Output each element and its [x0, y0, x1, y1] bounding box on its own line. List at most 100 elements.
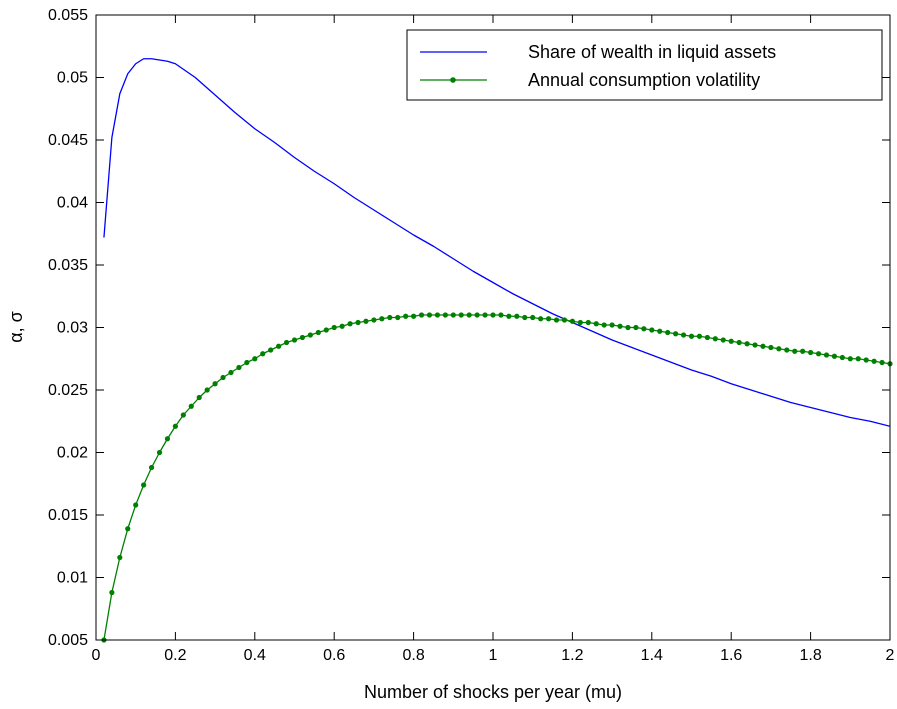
data-point: [847, 356, 853, 362]
y-tick-label: 0.055: [48, 7, 88, 24]
legend-box: [406, 29, 883, 101]
data-point: [299, 334, 306, 341]
data-point: [395, 314, 401, 321]
series-line-1: [103, 314, 891, 641]
data-point: [156, 449, 163, 456]
y-tick-label: 0.04: [57, 195, 88, 212]
data-point: [474, 312, 480, 318]
legend: Share of wealth in liquid assets Annual …: [406, 29, 883, 101]
data-point: [442, 312, 448, 318]
data-point: [712, 336, 718, 342]
data-point: [617, 323, 623, 329]
data-point: [387, 314, 393, 321]
data-point: [553, 317, 560, 323]
x-tick-label: 1.6: [720, 647, 742, 664]
data-point: [530, 314, 536, 321]
data-point: [164, 436, 171, 442]
x-tick-label: 0.2: [164, 647, 186, 664]
x-tick-label: 2: [886, 647, 895, 664]
data-point: [339, 323, 345, 329]
series-layer: [101, 58, 893, 643]
data-point: [411, 313, 417, 319]
data-point: [363, 318, 369, 324]
data-point: [291, 337, 298, 343]
data-point: [141, 482, 147, 488]
data-point: [379, 316, 385, 322]
data-point: [458, 312, 464, 318]
data-point: [196, 394, 202, 401]
data-point: [609, 322, 615, 328]
data-point: [688, 333, 695, 339]
data-point: [744, 341, 750, 347]
data-point: [180, 412, 186, 418]
data-point: [728, 338, 734, 344]
data-point: [736, 339, 742, 346]
y-tick-label: 0.01: [57, 570, 88, 587]
data-point: [538, 316, 544, 322]
data-point: [268, 347, 274, 353]
data-point: [236, 364, 242, 371]
data-point: [680, 332, 687, 338]
data-point: [839, 354, 845, 361]
data-point: [720, 337, 726, 343]
data-point: [752, 342, 758, 348]
data-point: [117, 554, 123, 561]
y-tick-label: 0.025: [48, 382, 88, 399]
data-point: [466, 312, 472, 318]
data-point: [283, 339, 290, 346]
data-point: [498, 312, 504, 318]
data-point: [585, 319, 591, 326]
x-tick-label: 0.8: [402, 647, 424, 664]
y-tick-label: 0.035: [48, 257, 88, 274]
data-point: [323, 327, 329, 333]
data-point: [490, 312, 496, 318]
data-point: [506, 313, 512, 319]
data-point: [633, 324, 639, 331]
data-point: [768, 344, 774, 351]
data-point: [172, 423, 178, 429]
x-axis-label: Number of shocks per year (mu): [364, 682, 622, 702]
data-point: [331, 324, 337, 331]
data-point: [426, 312, 433, 318]
data-point: [657, 328, 663, 334]
data-point: [776, 346, 782, 352]
x-tick-label: 0: [92, 647, 101, 664]
data-point: [641, 326, 647, 332]
data-point: [252, 356, 258, 362]
data-point: [355, 319, 361, 326]
x-tick-label: 1.2: [561, 647, 583, 664]
data-point: [514, 313, 520, 319]
data-point: [204, 387, 210, 393]
data-point: [307, 332, 313, 338]
data-point: [808, 349, 814, 356]
legend-marker-consumption-volatility: [450, 77, 456, 83]
data-point: [434, 312, 441, 318]
data-point: [760, 343, 766, 349]
data-point: [522, 314, 528, 321]
data-point: [625, 324, 631, 331]
x-tick-label: 1.8: [799, 647, 821, 664]
data-point: [823, 352, 830, 358]
data-point: [784, 347, 790, 353]
tick-layer: 0 0.2 0.4 0.6 0.8 1 1.2 1.4 1.6 1.8 2 0.005 0.01 0.01…: [48, 7, 895, 664]
data-point: [665, 329, 671, 336]
y-tick-label: 0.015: [48, 507, 88, 524]
data-point: [403, 313, 409, 319]
data-point: [879, 359, 885, 366]
data-point: [593, 321, 599, 327]
legend-label-liquid-assets: Share of wealth in liquid assets: [528, 42, 776, 62]
x-tick-label: 1: [489, 647, 498, 664]
data-point: [673, 331, 679, 337]
data-point: [800, 348, 806, 354]
data-point: [133, 502, 139, 508]
data-point: [569, 318, 576, 324]
data-point: [831, 353, 838, 359]
data-point: [260, 351, 266, 357]
data-point: [450, 312, 456, 318]
data-point: [125, 526, 131, 532]
data-point: [148, 464, 155, 471]
y-tick-label: 0.005: [48, 632, 88, 649]
data-point: [561, 317, 568, 323]
